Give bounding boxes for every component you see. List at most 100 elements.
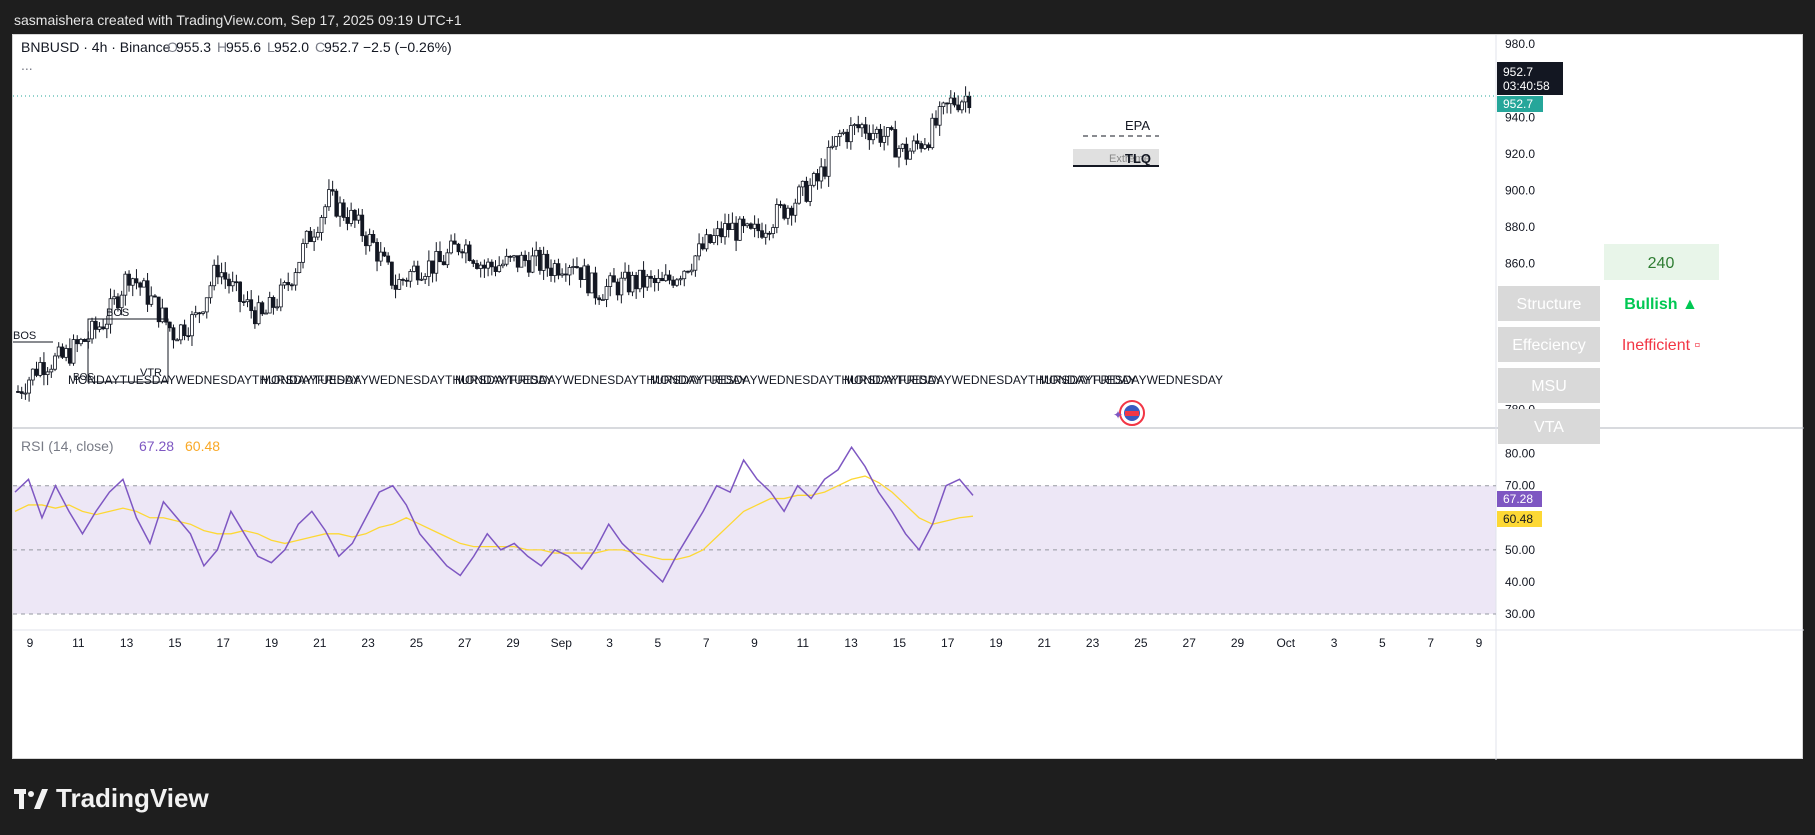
price-tag[interactable]: 952.7 03:40:58 952.7	[1497, 62, 1563, 112]
candle-body	[364, 235, 368, 247]
candle-body	[93, 320, 98, 330]
candle-body	[423, 276, 428, 280]
candle-body	[786, 207, 790, 219]
vta-button[interactable]	[1498, 409, 1600, 444]
candle-body	[789, 207, 794, 216]
candle-body	[471, 260, 476, 264]
candle-body	[341, 202, 346, 218]
msu-button[interactable]	[1498, 368, 1600, 403]
extreme-label: Extreme	[1109, 153, 1150, 165]
time-tick-label: 9	[27, 636, 34, 650]
candle-body	[897, 148, 901, 158]
candle-body	[190, 314, 194, 337]
candle-body	[230, 281, 235, 287]
time-axis[interactable]: 9 11 13 15 17 19 21 23 25 27 29 Sep 3 5 7 9 11 13 15 17 19 21…	[27, 636, 1483, 650]
candle-body	[793, 202, 798, 216]
candle-body	[889, 127, 894, 130]
time-tick-label: 7	[1427, 636, 1434, 650]
candle-body	[600, 299, 605, 301]
legend-more[interactable]: ...	[21, 57, 33, 73]
candle-body	[278, 284, 283, 308]
legend-open-label: O	[167, 39, 178, 55]
candle-body	[460, 251, 465, 254]
candle-body	[808, 184, 813, 202]
candle-body	[649, 275, 653, 279]
candle-body	[767, 232, 772, 235]
candle-body	[619, 277, 624, 296]
candle-body	[693, 255, 698, 271]
candle-body	[145, 280, 150, 305]
candle-body	[645, 275, 650, 288]
candle-body	[519, 254, 524, 268]
day-label-6: MONDAYTUESDAYWEDNESDAY	[1039, 373, 1223, 387]
candle-body	[438, 251, 442, 263]
rsi-tick-label: 40.00	[1505, 575, 1535, 589]
price-tick-label: 900.0	[1505, 183, 1535, 197]
time-tick-label: 13	[844, 636, 858, 650]
candle-body	[741, 218, 746, 227]
candle-body	[19, 391, 24, 394]
day-label-4: MONDAYTUESDAYWEDNESDAYTHURSDAYFRIDAY	[650, 373, 942, 387]
candle-body	[449, 240, 453, 254]
candle-body	[352, 209, 357, 221]
candle-body	[708, 234, 713, 243]
candle-body	[575, 266, 579, 269]
candle-body	[623, 271, 627, 279]
candle-body	[101, 326, 106, 330]
candle-body	[549, 267, 553, 276]
candle-body	[856, 124, 861, 129]
candle-body	[841, 131, 846, 134]
candle-body	[156, 296, 161, 323]
rsi-label[interactable]: RSI (14, close)	[21, 438, 114, 454]
candle-body	[71, 339, 76, 364]
candle-body	[153, 295, 157, 298]
legend-close-value: 952.7	[324, 39, 359, 55]
candle-body	[515, 255, 520, 268]
candle-body	[149, 295, 154, 305]
candle-body	[197, 312, 202, 315]
chart-frame[interactable]: 980.0960.0940.0920.0900.0880.0860.0840.0…	[12, 34, 1804, 760]
candle-body	[926, 144, 931, 149]
candle-body	[112, 296, 117, 300]
candle-body	[563, 273, 568, 276]
candle-body	[127, 273, 131, 286]
candle-body	[175, 339, 180, 342]
candle-body	[660, 278, 664, 282]
rsi-axis[interactable]: 80.00 70.00 50.00 40.00 30.00	[1505, 447, 1535, 621]
economic-events-icon[interactable]: ✦	[1113, 400, 1145, 426]
candle-body	[193, 312, 198, 316]
candle-body	[441, 261, 446, 266]
candle-body	[360, 214, 365, 237]
candle-body	[330, 189, 335, 192]
candle-body	[404, 279, 409, 282]
time-tick-label: Sep	[551, 636, 573, 650]
candle-body	[900, 143, 905, 149]
legend-symbol[interactable]: BNBUSD · 4h · Binance	[21, 39, 171, 55]
candle-body	[308, 230, 313, 243]
time-tick-label: 9	[1476, 636, 1483, 650]
candle-body	[534, 249, 539, 257]
efficiency-button[interactable]	[1498, 327, 1600, 362]
candle-body	[719, 228, 724, 238]
extreme-box[interactable]	[1073, 149, 1159, 165]
candle-body	[201, 311, 205, 314]
candle-body	[593, 272, 598, 299]
structure-label: Structure	[1517, 296, 1582, 313]
time-tick-label: 21	[313, 636, 327, 650]
candle-body	[389, 261, 394, 286]
structure-button[interactable]	[1498, 286, 1600, 321]
candle-body	[64, 348, 69, 358]
candle-body	[182, 324, 187, 337]
rsi-tick-label: 70.00	[1505, 479, 1535, 493]
candle-body	[397, 279, 402, 290]
tradingview-logo[interactable]: TradingView	[14, 783, 209, 814]
chart-canvas[interactable]: 980.0960.0940.0920.0900.0880.0860.0840.0…	[13, 35, 1804, 760]
efficiency-label: Effeciency	[1512, 337, 1586, 354]
candle-body	[756, 223, 761, 232]
timeframe-label: 240	[1648, 255, 1675, 272]
candle-body	[686, 270, 690, 273]
candle-body	[97, 326, 102, 330]
candle-body	[541, 253, 546, 271]
legend-open-value: 955.3	[176, 39, 211, 55]
candle-body	[434, 251, 439, 274]
